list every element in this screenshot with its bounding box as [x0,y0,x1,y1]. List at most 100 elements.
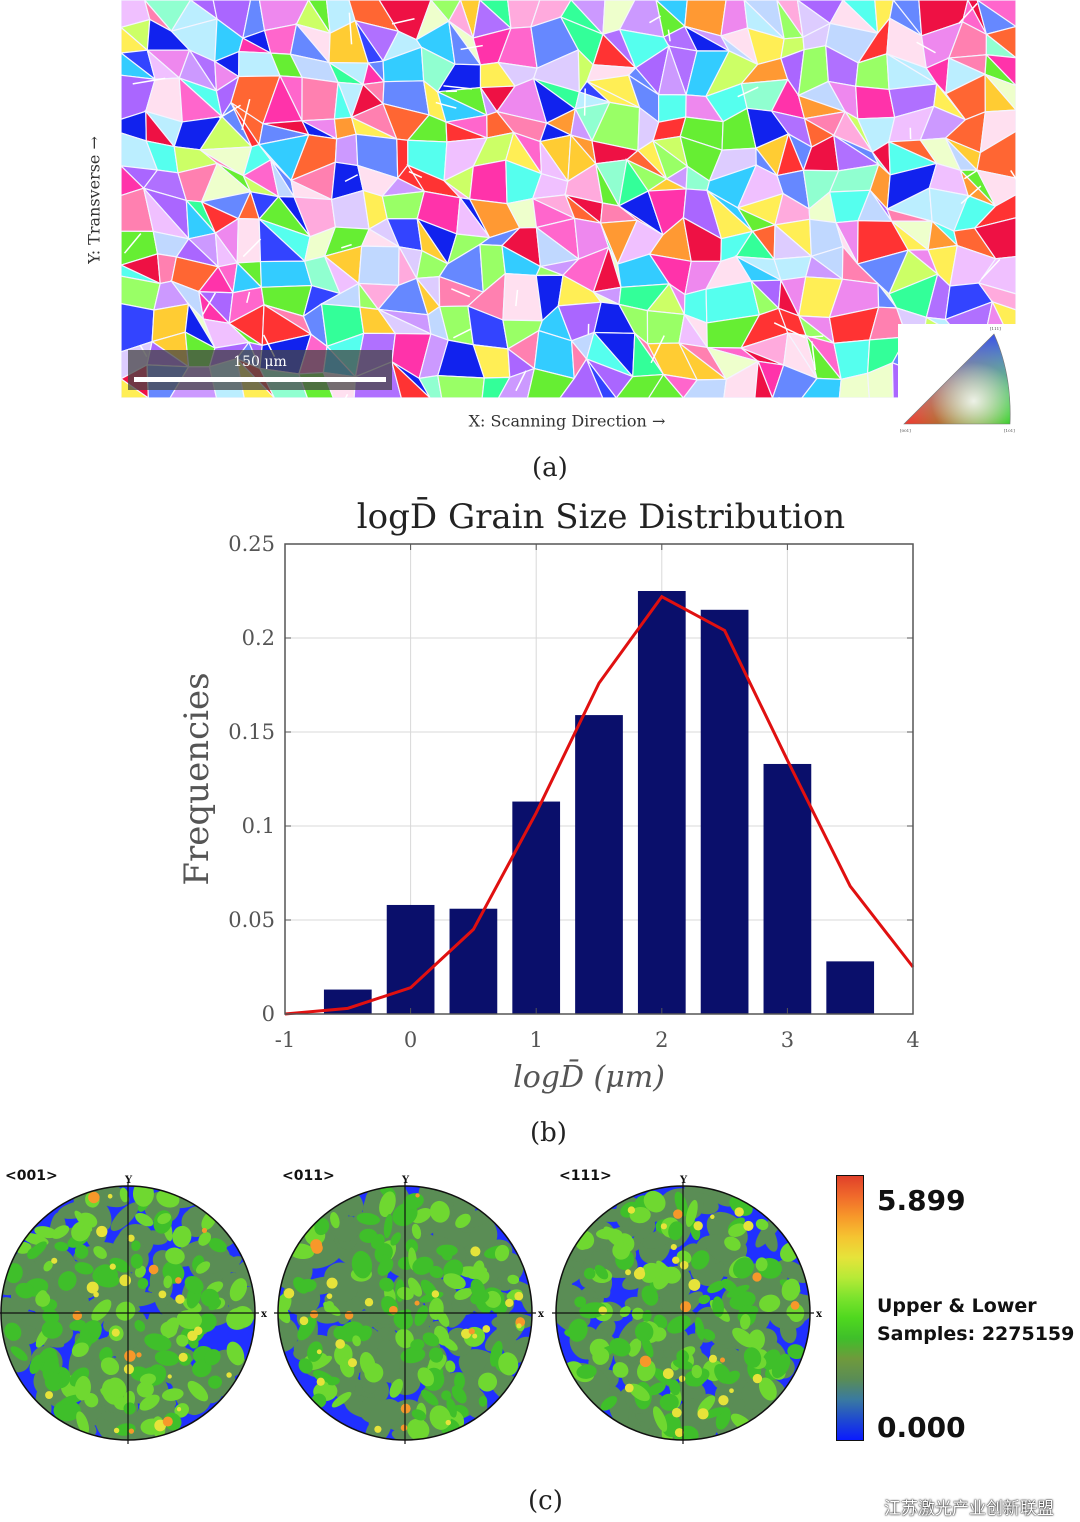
density-peak [752,1373,763,1384]
y-tick-label: 0.1 [242,814,275,838]
grain [976,130,1016,179]
twin-boundary [958,2,978,24]
density-blob [356,1325,372,1342]
x-tick-label: 3 [781,1028,794,1052]
density-blob [36,1290,48,1305]
density-peak [414,1300,420,1306]
twin-boundary [341,243,352,249]
density-peak [119,1274,131,1287]
density-peak [415,1193,420,1198]
x-axis-letter: x [261,1309,268,1320]
panel-a: Y: Transverse → X: Scanning Direction → … [0,0,1080,490]
density-blob [368,1399,402,1433]
density-blob [176,1334,189,1347]
density-peak [178,1352,188,1362]
density-blob [130,1253,143,1269]
density-blob [44,1372,63,1392]
density-peak [389,1305,398,1315]
density-peak [710,1214,715,1220]
density-peak [624,1383,634,1393]
density-blob [691,1250,710,1270]
twin-boundary [241,99,251,131]
y-axis-letter: Y [401,1175,410,1186]
density-blob [698,1294,711,1305]
density-blob [712,1296,724,1318]
histogram-bar [449,908,498,1014]
density-blob [161,1388,184,1401]
histogram-bar [763,763,812,1014]
x-tick-label: -1 [275,1028,295,1052]
density-blob [297,1316,317,1341]
density-blob [627,1338,642,1357]
y-axis-letter: Y [679,1175,688,1186]
density-blob [583,1267,596,1280]
density-blob [743,1347,762,1368]
density-peak [374,1425,382,1433]
density-blob [472,1260,485,1279]
grain [586,358,618,398]
density-blob [184,1275,204,1294]
density-blob [110,1202,140,1232]
density-blob [51,1225,70,1239]
density-blob [412,1256,434,1275]
grain [682,378,728,398]
density-blob [496,1317,519,1363]
density-peak [636,1266,645,1276]
x-tick-label: 1 [530,1028,543,1052]
twin-boundary [451,288,471,298]
panel-b: -1 0 1 2 3 4 0 0.05 0.1 0.15 0.2 0.25 logD̄ Grain Si… [0,490,1080,1150]
twin-boundary [348,12,353,45]
density-peak [734,1207,744,1217]
twin-boundary [460,44,483,51]
density-blob [676,1250,692,1265]
x-axis-title: logD̄ (μm) [513,1059,665,1095]
density-peak [752,1272,762,1282]
density-peak [670,1243,677,1251]
density-blob [576,1364,597,1379]
density-peak [671,1407,682,1418]
grain-cells [121,0,1016,398]
density-blob [781,1278,801,1301]
twin-boundary [242,238,262,258]
pole-figure-label-111: <111> [559,1168,612,1184]
density-blob [407,1277,423,1297]
density-blob [455,1213,471,1229]
y-axis-letter: Y [124,1175,133,1186]
density-peak [72,1310,83,1321]
density-blob [592,1347,610,1365]
twin-boundary [443,85,473,90]
density-peak [88,1191,100,1204]
density-peak [472,1333,478,1339]
grain [390,359,432,398]
density-blob [208,1238,227,1253]
density-blob [131,1240,141,1252]
grain [437,374,485,398]
density-blob [174,1403,190,1418]
x-axis-label: X: Scanning Direction → [468,411,666,431]
density-peak [674,1428,684,1438]
density-blob [323,1301,335,1313]
density-blob [91,1299,112,1322]
density-blob [661,1266,682,1284]
density-peak [627,1206,636,1214]
density-blob [198,1349,233,1391]
twin-boundary [123,232,142,254]
grain [977,282,1016,311]
density-peak [719,1357,726,1363]
density-peak [718,1395,729,1406]
density-blob [668,1221,684,1241]
density-blob [352,1335,361,1347]
density-blob [403,1193,424,1210]
ebsd-ipf-map [121,0,1016,398]
density-peak [162,1416,173,1427]
density-blob [98,1267,119,1286]
density-blob [400,1347,426,1364]
grain [469,159,508,205]
histogram-bar [575,715,623,1014]
twin-boundary [132,77,166,85]
density-blob [691,1364,703,1379]
density-blob [15,1325,39,1345]
density-blob [232,1305,254,1328]
density-blob [307,1341,323,1362]
